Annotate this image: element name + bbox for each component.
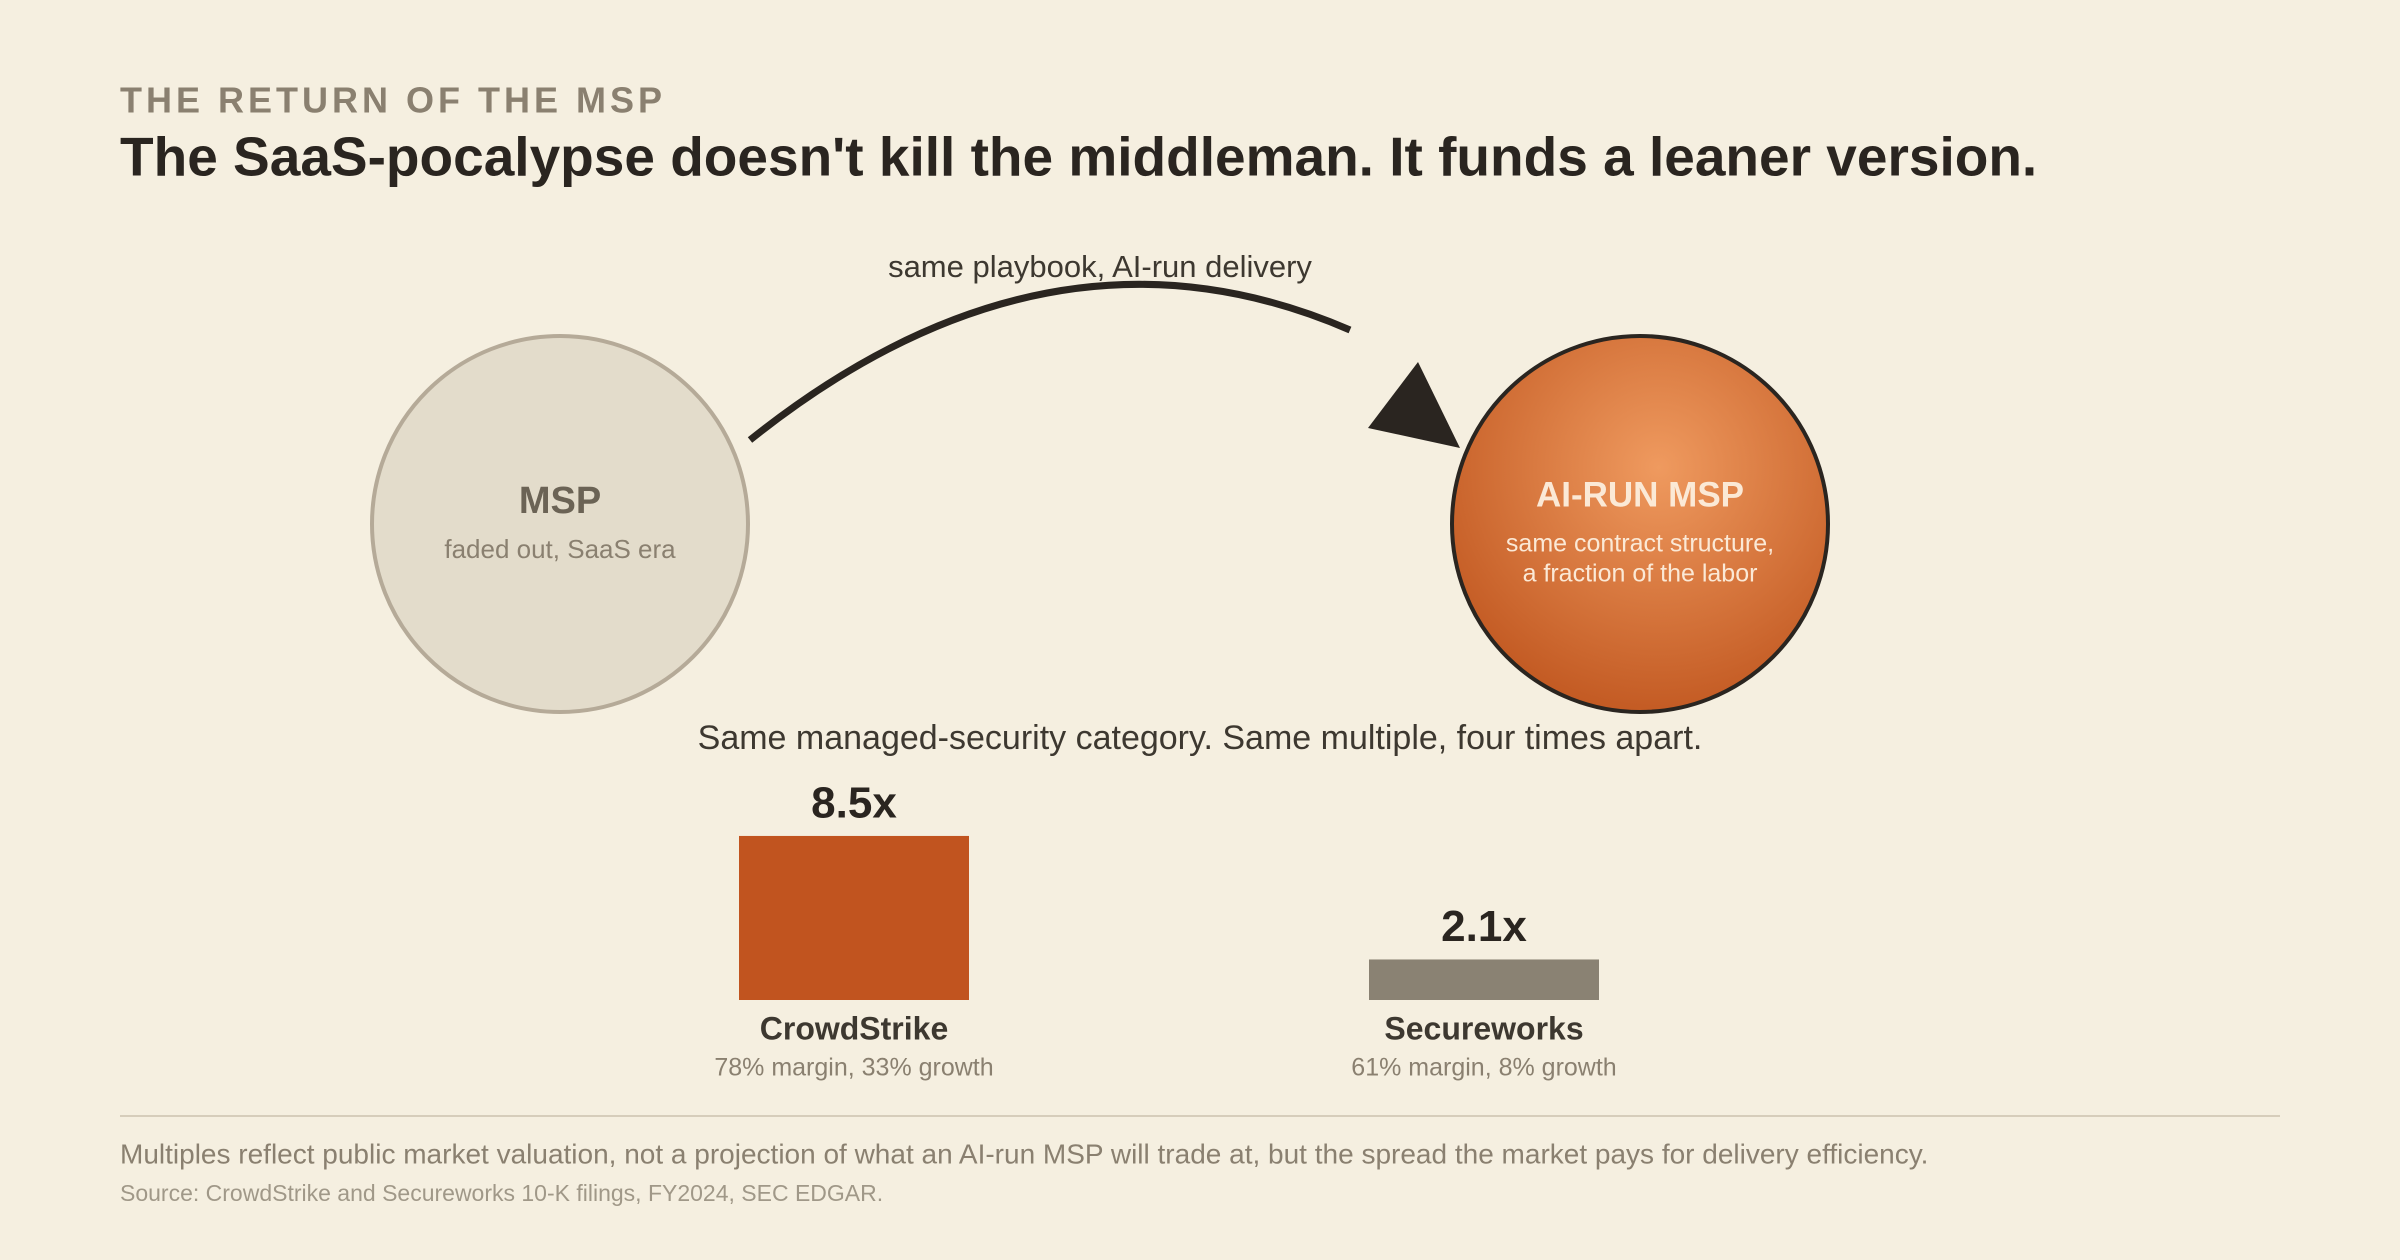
- ai-msp-circle: [1450, 334, 1830, 714]
- msp-circle: [370, 334, 750, 714]
- msp-label: MSP: [519, 480, 601, 522]
- category-note: 78% margin, 33% growth: [714, 1054, 993, 1082]
- kicker: THE RETURN OF THE MSP: [120, 80, 666, 121]
- value-label: 2.1x: [1441, 902, 1527, 951]
- footnote: Multiples reflect public market valuatio…: [120, 1138, 1928, 1169]
- ai-msp-sublabel: same contract structure,: [1506, 530, 1774, 558]
- ai-msp-sublabel: a fraction of the labor: [1523, 560, 1758, 588]
- category-label: CrowdStrike: [760, 1010, 948, 1046]
- ai-msp-label: AI-RUN MSP: [1536, 475, 1744, 514]
- arrow-curve: [747, 280, 1352, 443]
- msp-sublabel: faded out, SaaS era: [444, 534, 676, 564]
- bar: [739, 835, 969, 1000]
- source: Source: CrowdStrike and Secureworks 10-K…: [120, 1180, 883, 1206]
- bar: [1369, 959, 1599, 1000]
- value-label: 8.5x: [811, 779, 897, 828]
- arrow-label: same playbook, AI-run delivery: [888, 249, 1312, 284]
- chart-title: Same managed-security category. Same mul…: [698, 719, 1703, 757]
- category-note: 61% margin, 8% growth: [1351, 1054, 1616, 1082]
- arrow-head: [1368, 362, 1460, 448]
- category-label: Secureworks: [1384, 1010, 1583, 1046]
- headline: The SaaS-pocalypse doesn't kill the midd…: [120, 126, 2037, 188]
